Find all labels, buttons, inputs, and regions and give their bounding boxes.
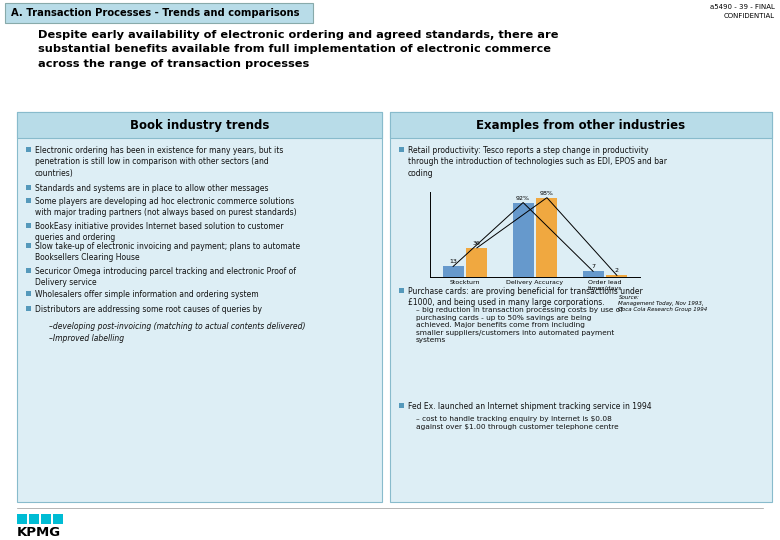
Text: Standards and systems are in place to allow other messages: Standards and systems are in place to al… <box>35 184 268 193</box>
Bar <box>442 266 463 277</box>
Text: Despite early availability of electronic ordering and agreed standards, there ar: Despite early availability of electronic… <box>38 30 558 69</box>
Bar <box>26 185 31 190</box>
Bar <box>390 112 772 138</box>
Bar <box>53 514 63 524</box>
Bar <box>512 202 534 277</box>
Text: KPMG: KPMG <box>17 526 61 539</box>
Text: 36: 36 <box>473 241 480 246</box>
Text: Delivery Accuracy: Delivery Accuracy <box>506 280 564 285</box>
Text: a5490 - 39 - FINAL
CONFIDENTIAL: a5490 - 39 - FINAL CONFIDENTIAL <box>710 4 775 18</box>
Text: Securicor Omega introducing parcel tracking and electronic Proof of
Delivery ser: Securicor Omega introducing parcel track… <box>35 267 296 287</box>
Bar <box>537 198 558 277</box>
Bar <box>606 275 627 277</box>
Bar <box>17 514 27 524</box>
Bar <box>466 248 488 277</box>
Text: 2: 2 <box>615 268 619 273</box>
Bar <box>26 243 31 248</box>
Bar <box>399 288 404 293</box>
Bar <box>17 112 382 138</box>
Bar <box>399 147 404 152</box>
Text: A. Transaction Processes - Trends and comparisons: A. Transaction Processes - Trends and co… <box>11 8 300 18</box>
Text: Fed Ex. launched an Internet shipment tracking service in 1994: Fed Ex. launched an Internet shipment tr… <box>408 402 651 411</box>
Text: 98%: 98% <box>540 191 554 195</box>
Text: 7: 7 <box>591 265 595 269</box>
Text: – big reduction in transaction processing costs by use of
purchasing cards - up : – big reduction in transaction processin… <box>416 307 623 343</box>
Bar <box>26 198 31 203</box>
Bar <box>390 112 772 502</box>
Bar <box>26 306 31 311</box>
Bar <box>26 223 31 228</box>
Text: 13: 13 <box>449 260 457 265</box>
Bar <box>41 514 51 524</box>
Text: Source:
Management Today, Nov 1993,
Coca Cola Research Group 1994: Source: Management Today, Nov 1993, Coca… <box>619 295 707 313</box>
Text: Order lead
times/days: Order lead times/days <box>588 280 622 291</box>
Bar <box>26 147 31 152</box>
Bar <box>26 268 31 273</box>
Text: –Improved labelling: –Improved labelling <box>49 334 124 343</box>
Text: Retail productivity: Tesco reports a step change in productivity
through the int: Retail productivity: Tesco reports a ste… <box>408 146 667 178</box>
Text: Electronic ordering has been in existence for many years, but its
penetration is: Electronic ordering has been in existenc… <box>35 146 283 178</box>
Text: Wholesalers offer simple information and ordering system: Wholesalers offer simple information and… <box>35 290 259 299</box>
Bar <box>399 403 404 408</box>
Text: 92%: 92% <box>516 195 530 200</box>
Text: Stockturn: Stockturn <box>450 280 480 285</box>
Bar <box>5 3 313 23</box>
Text: Slow take-up of electronic invoicing and payment; plans to automate
Booksellers : Slow take-up of electronic invoicing and… <box>35 242 300 262</box>
Bar <box>26 291 31 296</box>
Text: BookEasy initiative provides Internet based solution to customer
queries and ord: BookEasy initiative provides Internet ba… <box>35 222 283 242</box>
Text: Some players are developing ad hoc electronic commerce solutions
with major trad: Some players are developing ad hoc elect… <box>35 197 296 218</box>
Text: Examples from other industries: Examples from other industries <box>477 118 686 132</box>
Bar <box>17 112 382 502</box>
Text: Distributors are addressing some root causes of queries by: Distributors are addressing some root ca… <box>35 305 262 314</box>
Text: Book industry trends: Book industry trends <box>129 118 269 132</box>
Bar <box>29 514 39 524</box>
Text: Purchase cards: are proving beneficial for transactions under
£1000, and being u: Purchase cards: are proving beneficial f… <box>408 287 643 307</box>
Text: – cost to handle tracking enquiry by Internet is $0.08
against over $1.00 throug: – cost to handle tracking enquiry by Int… <box>416 416 619 430</box>
Bar <box>583 271 604 277</box>
Text: –developing post-invoicing (matching to actual contents delivered): –developing post-invoicing (matching to … <box>49 322 306 331</box>
